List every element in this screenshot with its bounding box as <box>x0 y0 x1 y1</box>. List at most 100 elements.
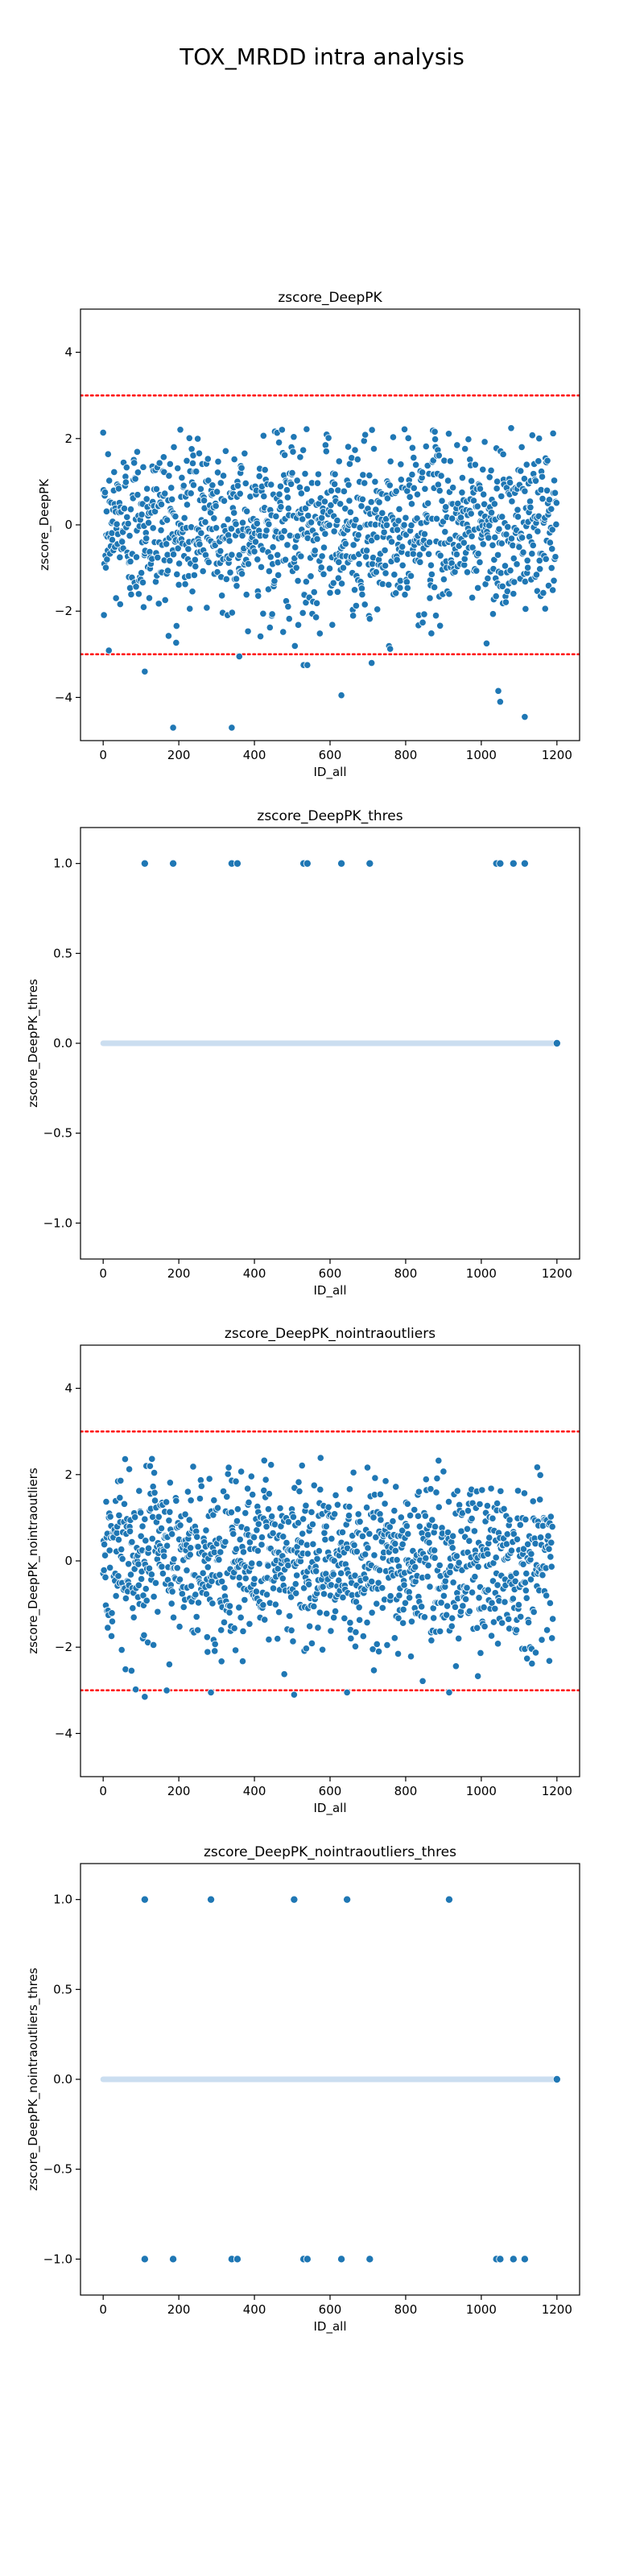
scatter-point <box>424 1562 432 1570</box>
x-tick-label: 0 <box>99 2302 107 2317</box>
scatter-point <box>415 1488 423 1496</box>
scatter-point <box>196 485 204 493</box>
scatter-point <box>231 1646 240 1654</box>
scatter-point <box>196 540 204 548</box>
scatter-point <box>479 540 487 548</box>
scatter-point <box>302 1501 310 1509</box>
scatter-point <box>306 1622 314 1630</box>
scatter-point <box>549 1615 557 1623</box>
scatter-point <box>143 485 151 493</box>
chart-title: zscore_DeepPK_thres <box>257 808 402 824</box>
scatter-point <box>541 605 549 613</box>
scatter-point <box>189 481 198 489</box>
scatter-point <box>329 1571 337 1579</box>
scatter-point <box>492 592 500 601</box>
scatter-point <box>279 1533 287 1541</box>
scatter-point <box>378 1604 386 1612</box>
scatter-point <box>331 470 339 478</box>
scatter-point <box>139 1591 147 1600</box>
scatter-point <box>382 569 390 577</box>
scatter-point <box>448 514 456 522</box>
scatter-point <box>346 1619 354 1627</box>
scatter-point <box>137 1509 145 1517</box>
scatter-point <box>185 434 193 442</box>
scatter-point <box>329 579 337 587</box>
scatter-point <box>506 1516 514 1524</box>
scatter-point <box>512 1569 520 1577</box>
scatter-point <box>391 1546 399 1554</box>
scatter-point <box>217 1548 225 1556</box>
scatter-point <box>549 429 557 437</box>
scatter-point <box>261 1616 269 1624</box>
scatter-point <box>126 584 134 592</box>
scatter-point <box>386 1523 394 1531</box>
scatter-point <box>223 1492 231 1501</box>
scatter-point <box>474 1563 482 1571</box>
scatter-point <box>391 1540 399 1548</box>
x-tick-label: 200 <box>167 748 191 762</box>
scatter-point <box>526 1575 535 1583</box>
y-tick-label: −0.5 <box>43 1126 72 1141</box>
scatter-point-outlier <box>235 652 243 661</box>
scatter-point <box>392 1483 400 1491</box>
scatter-point <box>169 2255 178 2264</box>
chart-panel-2: 0 200 400 600 800 1000 1200 −1.0 −0.5 0.0 0.5 1.0 zs… <box>26 808 580 1298</box>
scatter-point <box>325 564 334 572</box>
scatter-point <box>248 1559 256 1567</box>
scatter-point <box>462 1596 470 1604</box>
scatter-point <box>409 550 417 558</box>
scatter-point <box>208 481 217 489</box>
scatter-point <box>347 1634 355 1642</box>
scatter-point <box>397 460 405 469</box>
scatter-point <box>358 590 366 599</box>
scatter-point <box>543 1591 551 1600</box>
scatter-point <box>176 426 184 434</box>
x-tick-label: 1000 <box>466 1266 497 1281</box>
scatter-point <box>522 460 530 469</box>
x-axis-label: ID_all <box>313 765 346 780</box>
scatter-point <box>159 453 167 461</box>
scatter-point <box>154 553 162 562</box>
scatter-point <box>362 547 371 555</box>
scatter-point <box>275 490 283 498</box>
scatter-point <box>271 1600 279 1608</box>
scatter-point <box>351 1642 360 1650</box>
scatter-point <box>346 508 354 516</box>
scatter-point <box>408 444 416 452</box>
scatter-point <box>349 541 357 549</box>
scatter-point <box>145 594 154 602</box>
scatter-point <box>477 1649 485 1657</box>
scatter-point <box>150 1592 158 1601</box>
scatter-point <box>382 1477 390 1485</box>
scatter-point <box>131 475 139 483</box>
scatter-point <box>115 1511 123 1519</box>
scatter-point <box>303 1541 311 1549</box>
scatter-point <box>368 1608 376 1616</box>
scatter-point <box>267 481 275 489</box>
scatter-point <box>126 557 134 566</box>
scatter-point <box>502 598 510 606</box>
scatter-point <box>186 1550 194 1558</box>
scatter-point <box>444 430 453 438</box>
scatter-point <box>293 477 301 485</box>
scatter-point <box>367 498 375 506</box>
scatter-point <box>403 1500 411 1508</box>
scatter-point <box>260 1456 268 1464</box>
scatter-point <box>100 1540 109 1549</box>
scatter-point <box>279 1575 287 1583</box>
scatter-point <box>455 1634 463 1643</box>
scatter-point <box>386 1592 394 1600</box>
scatter-point <box>548 545 556 553</box>
scatter-point <box>303 425 311 433</box>
scatter-point <box>294 532 302 540</box>
scatter-point <box>102 1497 110 1506</box>
scatter-point <box>316 1485 324 1494</box>
scatter-point-outlier <box>290 1690 298 1699</box>
scatter-point <box>496 2255 505 2264</box>
scatter-point <box>507 1546 516 1554</box>
scatter-point <box>219 1487 228 1496</box>
scatter-point <box>460 539 468 547</box>
scatter-point <box>423 1572 431 1581</box>
scatter-point <box>406 1511 415 1520</box>
scatter-point <box>361 1550 369 1558</box>
